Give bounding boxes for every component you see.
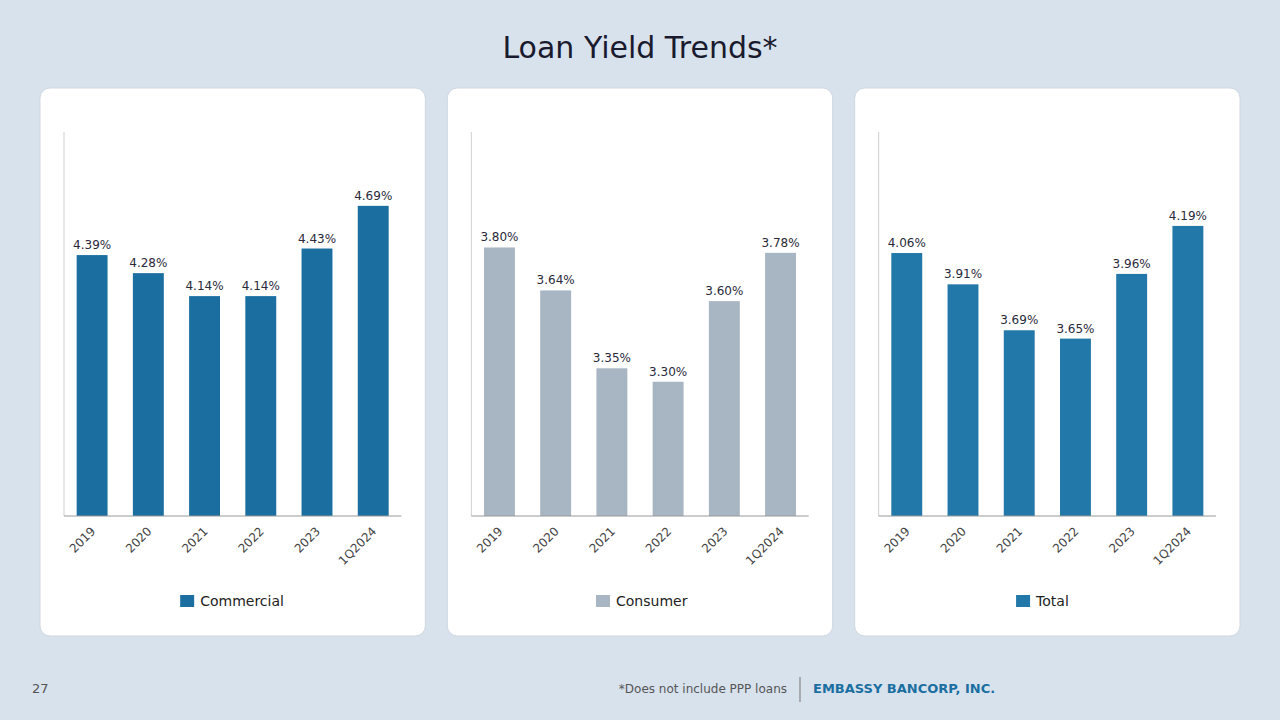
x-axis-line bbox=[64, 516, 401, 517]
x-axis-line bbox=[471, 516, 808, 517]
x-tick-label: 1Q2024 bbox=[336, 524, 380, 568]
data-label: 4.69% bbox=[354, 189, 392, 203]
panel: 4.39% 4.28% 4.14% 4.14% 4.43% 4.69% 2019 2020 20… bbox=[40, 88, 425, 720]
bar bbox=[358, 206, 389, 516]
bar bbox=[133, 273, 164, 516]
bar bbox=[302, 249, 333, 516]
legend-swatch bbox=[180, 595, 194, 607]
x-tick-label: 2023 bbox=[699, 524, 730, 555]
bar bbox=[1060, 339, 1091, 516]
x-tick-label: 2021 bbox=[587, 524, 618, 555]
data-label: 4.06% bbox=[888, 236, 926, 250]
bar bbox=[765, 253, 796, 516]
data-label: 3.65% bbox=[1056, 322, 1094, 336]
x-tick-label: 2019 bbox=[474, 524, 505, 555]
data-label: 4.43% bbox=[298, 232, 336, 246]
footer-divider bbox=[799, 677, 800, 702]
bar bbox=[1116, 274, 1147, 516]
bar bbox=[1004, 330, 1035, 516]
bar bbox=[1172, 226, 1203, 516]
data-label: 3.35% bbox=[593, 351, 631, 365]
data-label: 4.19% bbox=[1169, 209, 1207, 223]
bar bbox=[596, 368, 627, 516]
bar bbox=[540, 290, 571, 516]
legend: Commercial bbox=[180, 593, 284, 609]
legend-label: Consumer bbox=[616, 593, 688, 609]
x-tick-label: 2022 bbox=[1050, 524, 1081, 555]
x-tick-label: 2019 bbox=[881, 524, 912, 555]
data-label: 3.30% bbox=[649, 365, 687, 379]
legend-swatch bbox=[596, 595, 610, 607]
x-tick-label: 2021 bbox=[994, 524, 1025, 555]
page-number: 27 bbox=[32, 681, 49, 696]
data-label: 4.14% bbox=[185, 279, 223, 293]
x-tick-label: 2020 bbox=[530, 524, 561, 555]
legend-label: Total bbox=[1035, 593, 1069, 609]
data-label: 3.69% bbox=[1000, 313, 1038, 327]
panel: 3.80% 3.64% 3.35% 3.30% 3.60% 3.78% 2019 2020 20… bbox=[447, 88, 832, 720]
x-tick-label: 2019 bbox=[67, 524, 98, 555]
bar bbox=[245, 296, 276, 516]
x-tick-label: 2023 bbox=[1106, 524, 1137, 555]
data-label: 3.64% bbox=[537, 273, 575, 287]
x-tick-label: 2022 bbox=[643, 524, 674, 555]
data-label: 3.80% bbox=[480, 230, 518, 244]
y-axis-line bbox=[878, 132, 879, 516]
x-tick-label: 2022 bbox=[235, 524, 266, 555]
bar bbox=[484, 247, 515, 516]
data-label: 4.14% bbox=[242, 279, 280, 293]
data-label: 4.39% bbox=[73, 238, 111, 252]
data-label: 4.28% bbox=[129, 256, 167, 270]
bars bbox=[891, 226, 1203, 516]
footnote: *Does not include PPP loans bbox=[619, 682, 787, 696]
bar bbox=[77, 255, 108, 516]
bar bbox=[189, 296, 220, 516]
data-label: 3.60% bbox=[705, 284, 743, 298]
bar bbox=[653, 382, 684, 516]
bars bbox=[77, 206, 389, 516]
title: Loan Yield Trends* bbox=[502, 30, 777, 65]
page: Loan Yield Trends*4.39%4.28%4.14%4.14%4.… bbox=[0, 0, 1280, 720]
x-tick-label: 1Q2024 bbox=[743, 524, 787, 568]
legend: Consumer bbox=[596, 593, 688, 609]
bars bbox=[484, 247, 796, 516]
legend-label: Commercial bbox=[200, 593, 284, 609]
bar bbox=[709, 301, 740, 516]
x-tick-label: 2020 bbox=[938, 524, 969, 555]
panel: 4.06% 3.91% 3.69% 3.65% 3.96% 4.19% 2019 2020 20… bbox=[855, 88, 1240, 720]
x-tick-label: 2023 bbox=[292, 524, 323, 555]
data-label: 3.91% bbox=[944, 267, 982, 281]
data-label: 3.96% bbox=[1113, 257, 1151, 271]
bar bbox=[891, 253, 922, 516]
y-axis-line bbox=[64, 132, 65, 516]
x-tick-label: 2021 bbox=[179, 524, 210, 555]
legend: Total bbox=[1016, 593, 1069, 609]
x-tick-label: 2020 bbox=[123, 524, 154, 555]
data-label: 3.78% bbox=[761, 236, 799, 250]
company-name: EMBASSY BANCORP, INC. bbox=[813, 681, 995, 696]
x-tick-label: 1Q2024 bbox=[1150, 524, 1194, 568]
legend-swatch bbox=[1016, 595, 1030, 607]
y-axis-line bbox=[471, 132, 472, 516]
bar bbox=[948, 284, 979, 516]
x-axis-line bbox=[879, 516, 1216, 517]
